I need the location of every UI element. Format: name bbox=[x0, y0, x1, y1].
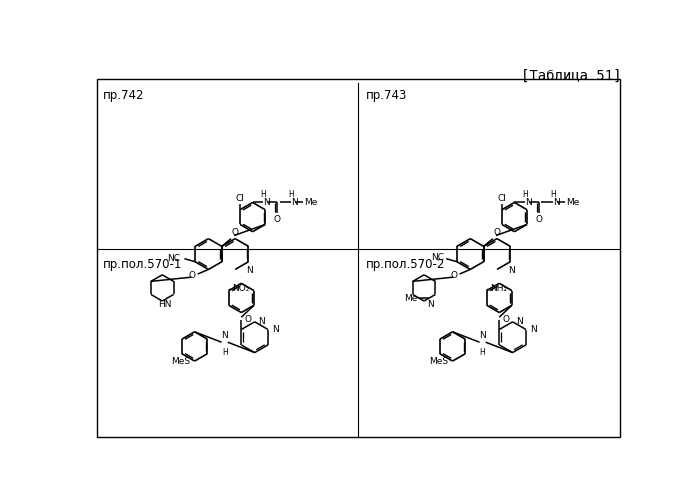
Text: MeS: MeS bbox=[428, 356, 448, 366]
Text: NO₂: NO₂ bbox=[232, 284, 249, 293]
Text: H: H bbox=[288, 190, 294, 198]
Text: N: N bbox=[517, 318, 524, 326]
Text: Me: Me bbox=[566, 198, 579, 207]
Text: H: H bbox=[480, 348, 486, 356]
Text: N: N bbox=[272, 325, 279, 334]
Text: N: N bbox=[553, 198, 560, 207]
Text: HN: HN bbox=[159, 300, 172, 309]
Text: NC: NC bbox=[167, 254, 180, 263]
Text: O: O bbox=[493, 228, 500, 237]
Text: H: H bbox=[261, 190, 266, 198]
Text: O: O bbox=[245, 315, 252, 324]
Text: O: O bbox=[535, 215, 542, 224]
Text: Cl: Cl bbox=[497, 194, 506, 203]
Text: [Таблица 51]: [Таблица 51] bbox=[521, 69, 622, 83]
Text: N: N bbox=[480, 331, 486, 340]
Text: N: N bbox=[291, 198, 298, 207]
Text: пр.пол.570-2: пр.пол.570-2 bbox=[366, 258, 446, 271]
Text: N: N bbox=[525, 198, 532, 207]
Text: N: N bbox=[530, 325, 537, 334]
Text: O: O bbox=[450, 271, 457, 280]
Text: MeS: MeS bbox=[171, 356, 190, 366]
Text: N: N bbox=[427, 300, 434, 309]
Text: N: N bbox=[246, 266, 252, 276]
Text: пр.742: пр.742 bbox=[103, 90, 145, 102]
Text: H: H bbox=[222, 348, 227, 356]
Text: O: O bbox=[503, 315, 510, 324]
Text: N: N bbox=[264, 198, 270, 207]
Text: O: O bbox=[189, 271, 196, 280]
Text: пр.пол.570-1: пр.пол.570-1 bbox=[103, 258, 182, 271]
Text: пр.743: пр.743 bbox=[366, 90, 408, 102]
Text: NC: NC bbox=[431, 254, 445, 262]
Text: N: N bbox=[507, 266, 514, 276]
Text: O: O bbox=[274, 215, 281, 224]
Text: O: O bbox=[232, 228, 239, 237]
Text: N: N bbox=[259, 318, 266, 326]
Text: H: H bbox=[522, 190, 528, 198]
Text: Cl: Cl bbox=[236, 194, 245, 203]
Text: Me: Me bbox=[304, 198, 317, 207]
Text: Me: Me bbox=[404, 294, 418, 303]
Text: H: H bbox=[550, 190, 556, 198]
Text: NH₂: NH₂ bbox=[490, 284, 507, 293]
Text: N: N bbox=[222, 331, 228, 340]
